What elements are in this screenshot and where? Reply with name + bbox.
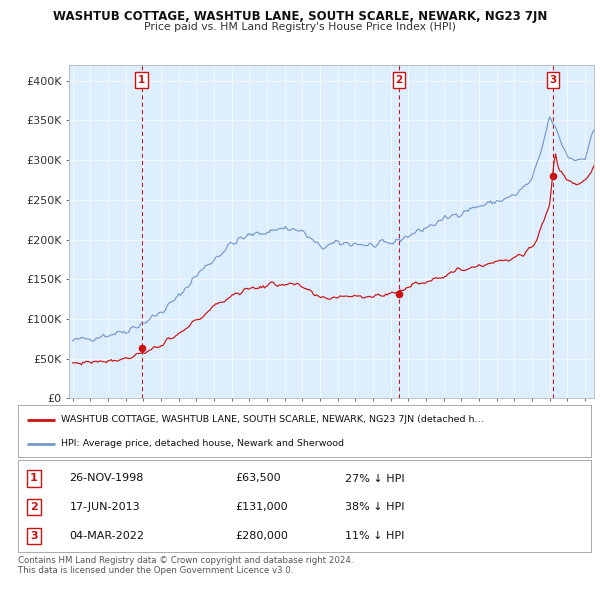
Text: 3: 3	[30, 531, 38, 541]
Text: Price paid vs. HM Land Registry's House Price Index (HPI): Price paid vs. HM Land Registry's House …	[144, 22, 456, 32]
Text: 1: 1	[30, 474, 38, 483]
Text: 11% ↓ HPI: 11% ↓ HPI	[344, 531, 404, 541]
Text: £280,000: £280,000	[236, 531, 289, 541]
Text: 2: 2	[30, 502, 38, 512]
Text: 38% ↓ HPI: 38% ↓ HPI	[344, 502, 404, 512]
Text: 3: 3	[549, 75, 556, 85]
Text: 26-NOV-1998: 26-NOV-1998	[70, 474, 144, 483]
Text: HPI: Average price, detached house, Newark and Sherwood: HPI: Average price, detached house, Newa…	[61, 439, 344, 448]
Text: 04-MAR-2022: 04-MAR-2022	[70, 531, 145, 541]
Text: 1: 1	[138, 75, 145, 85]
Text: £131,000: £131,000	[236, 502, 289, 512]
Text: £63,500: £63,500	[236, 474, 281, 483]
Text: 2: 2	[395, 75, 403, 85]
Text: Contains HM Land Registry data © Crown copyright and database right 2024.
This d: Contains HM Land Registry data © Crown c…	[18, 556, 353, 575]
Text: 17-JUN-2013: 17-JUN-2013	[70, 502, 140, 512]
Text: 27% ↓ HPI: 27% ↓ HPI	[344, 474, 404, 483]
Text: WASHTUB COTTAGE, WASHTUB LANE, SOUTH SCARLE, NEWARK, NG23 7JN: WASHTUB COTTAGE, WASHTUB LANE, SOUTH SCA…	[53, 10, 547, 23]
Text: WASHTUB COTTAGE, WASHTUB LANE, SOUTH SCARLE, NEWARK, NG23 7JN (detached h…: WASHTUB COTTAGE, WASHTUB LANE, SOUTH SCA…	[61, 415, 484, 424]
